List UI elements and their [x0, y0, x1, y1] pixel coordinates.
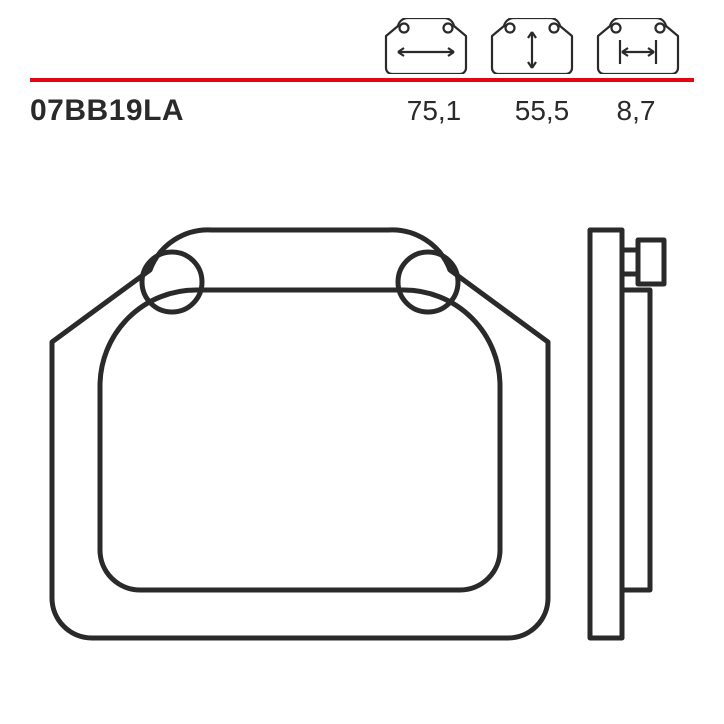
dim-thick: 8,7 — [596, 95, 676, 127]
header-icon-row — [380, 18, 684, 74]
part-number: 07BB19LA — [30, 94, 380, 128]
separator-line — [30, 78, 694, 82]
main-drawing — [30, 180, 694, 700]
pad-side-icon — [486, 18, 578, 74]
labels-row: 07BB19LA 75,1 55,5 8,7 — [30, 94, 694, 128]
pad-thick-icon — [592, 18, 684, 74]
dim-width: 75,1 — [380, 95, 488, 127]
dimensions-row: 75,1 55,5 8,7 — [380, 95, 676, 127]
front-view — [52, 230, 548, 638]
figure-canvas: 07BB19LA 75,1 55,5 8,7 — [0, 0, 724, 724]
side-view — [590, 230, 664, 638]
pad-front-icon — [380, 18, 472, 74]
dim-height: 55,5 — [488, 95, 596, 127]
brake-pad-drawing — [30, 180, 694, 700]
